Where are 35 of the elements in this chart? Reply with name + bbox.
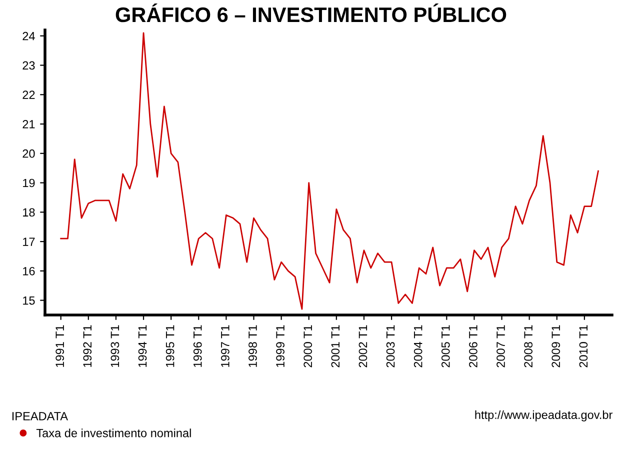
text: http://www.ipeadata.gov.br [475,410,612,422]
x-tick-label: 1998 T1 [248,325,257,367]
y-tick-label: 22 [22,90,35,99]
x-tick-label: 2001 T1 [331,325,340,368]
legend-title: IPEADATA [12,412,68,420]
x-tick-label: 2008 T1 [524,325,532,368]
x-tick-label: 2007 T1 [496,325,505,368]
x-tick-label: 2009 T1 [552,325,560,368]
y-tick-label: 17 [23,238,35,246]
x-tick-label: 1994 T1 [138,325,147,367]
y-tick-label: 21 [22,120,35,128]
x-tick-label: 1996 T1 [193,325,202,367]
x-tick-label: 2004 T1 [414,325,422,368]
y-tick-label: 20 [22,149,35,158]
y-tick-label: 23 [22,61,35,70]
x-tick-label: 1993 T1 [110,325,120,367]
y-tick-label: 18 [23,208,35,217]
x-tick-label: 2005 T1 [441,325,450,368]
x-tick-label: 1991 T1 [56,325,64,367]
x-tick-label: 2010 T1 [579,325,588,368]
y-tick-label: 15 [23,296,35,305]
x-tick-label: 1995 T1 [166,325,174,367]
y-tick-label: 19 [23,178,35,188]
y-tick-label: 16 [23,266,35,276]
chart-title: GRÁFICO 6 – INVESTIMENTO PÚBLICO [116,3,506,22]
x-tick-label: 2002 T1 [358,325,368,368]
legend-label: Taxa de investimento nominal [36,428,191,438]
x-tick-label: 1992 T1 [83,325,92,367]
y-tick-label: 24 [22,32,35,40]
x-tick-label: 1997 T1 [221,325,230,367]
line-series [60,32,599,310]
x-tick-label: 2006 T1 [469,325,478,368]
x-tick-label: 1999 T1 [276,325,284,367]
x-tick-label: 2003 T1 [386,325,395,368]
x-tick-label: 2000 T1 [304,325,312,368]
